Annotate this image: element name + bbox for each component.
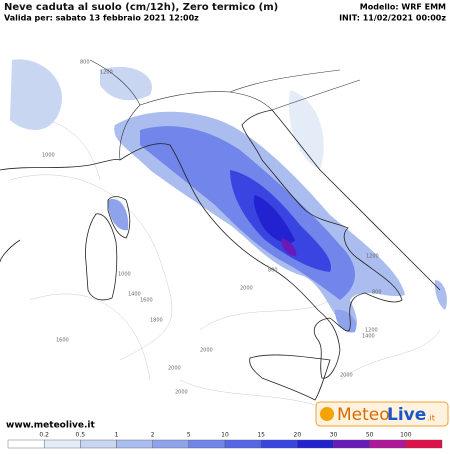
logo-live: Live — [387, 405, 426, 425]
colorbar-swatch — [405, 439, 443, 449]
colorbar-swatch — [188, 439, 226, 449]
country-border — [89, 59, 361, 161]
colorbar-label: 100 — [400, 432, 412, 439]
colorbar-swatch — [43, 439, 81, 449]
contour-label: 1200 — [100, 70, 113, 76]
coastline-italy — [119, 109, 403, 379]
coastline-sardinia — [85, 213, 118, 301]
coastline-corsica — [107, 196, 131, 239]
contour-label: 2000 — [168, 366, 181, 372]
contour-label: 2000 — [340, 373, 353, 379]
valid-time: Valida per: sabato 13 febbraio 2021 12:0… — [4, 14, 199, 23]
model: Modello: WRF EMM — [360, 3, 446, 12]
title: Neve caduta al suolo (cm/12h), Zero term… — [4, 2, 278, 13]
colorbar-swatch — [7, 439, 45, 449]
colorbar-swatch — [369, 439, 407, 449]
contour-label: 1400 — [128, 292, 141, 298]
colorbar-swatch — [260, 439, 298, 449]
contour-label: 1400 — [362, 334, 375, 340]
contour-label: 800 — [372, 290, 382, 296]
colorbar-label: 30 — [330, 432, 338, 439]
colorbar-label: 1 — [115, 432, 119, 439]
snow-area — [281, 238, 297, 256]
logo-sun — [320, 407, 334, 421]
isotherm — [9, 117, 441, 411]
logo: Meteo Live .it — [315, 401, 449, 427]
contour-label: 2000 — [240, 286, 253, 292]
contour-labels: 1000 800 1200 1000 1400 1600 1800 2000 2… — [42, 60, 382, 396]
colorbar-label: 50 — [366, 432, 374, 439]
contour-label: 1600 — [56, 338, 69, 344]
colorbar: 0.2 0.5 1 2 5 10 15 20 30 50 100 — [7, 432, 443, 449]
coastline-france — [0, 159, 121, 263]
contour-label: 1200 — [365, 328, 378, 334]
contour-label: 1200 — [366, 254, 379, 260]
colorbar-swatch — [80, 439, 117, 449]
colorbar-label: 0.5 — [76, 432, 86, 439]
snow-area — [289, 90, 324, 170]
contour-label: 800 — [80, 60, 90, 66]
colorbar-swatch — [116, 439, 153, 449]
colorbar-label: 20 — [294, 432, 302, 439]
colorbar-swatch — [333, 439, 370, 449]
init-time: INIT: 11/02/2021 00:00z — [339, 14, 446, 23]
colorbar-swatch — [297, 439, 334, 449]
snow-area — [253, 195, 295, 244]
contour-label: 1000 — [42, 153, 55, 159]
colorbar-label: 5 — [187, 432, 191, 439]
snow-fields — [10, 59, 447, 333]
logo-meteo: Meteo — [337, 405, 390, 425]
contour-label: 2000 — [200, 348, 213, 354]
colorbar-swatch — [224, 439, 262, 449]
coastline-sicily — [249, 354, 331, 401]
contour-label: 800 — [268, 268, 278, 274]
logo-tld: .it — [427, 414, 435, 423]
website: www.meteolive.it — [6, 421, 96, 431]
coastline-balkans — [271, 109, 441, 291]
colorbar-label: 10 — [221, 432, 229, 439]
snow-area — [10, 59, 62, 130]
contour-label: 1600 — [140, 298, 153, 304]
logo-box — [315, 401, 449, 427]
snow-area — [100, 66, 152, 101]
contour-label: 1800 — [150, 318, 163, 324]
snow-area — [335, 309, 357, 333]
colorbar-label: 0.2 — [39, 432, 49, 439]
contour-label: 2000 — [175, 390, 188, 396]
contour-label: 1000 — [118, 272, 131, 278]
colorbar-swatch — [152, 439, 190, 449]
snow-area — [108, 199, 129, 231]
colorbar-label: 15 — [257, 432, 265, 439]
colorbar-label: 2 — [151, 432, 155, 439]
header-bg — [0, 0, 450, 24]
map — [0, 59, 447, 411]
